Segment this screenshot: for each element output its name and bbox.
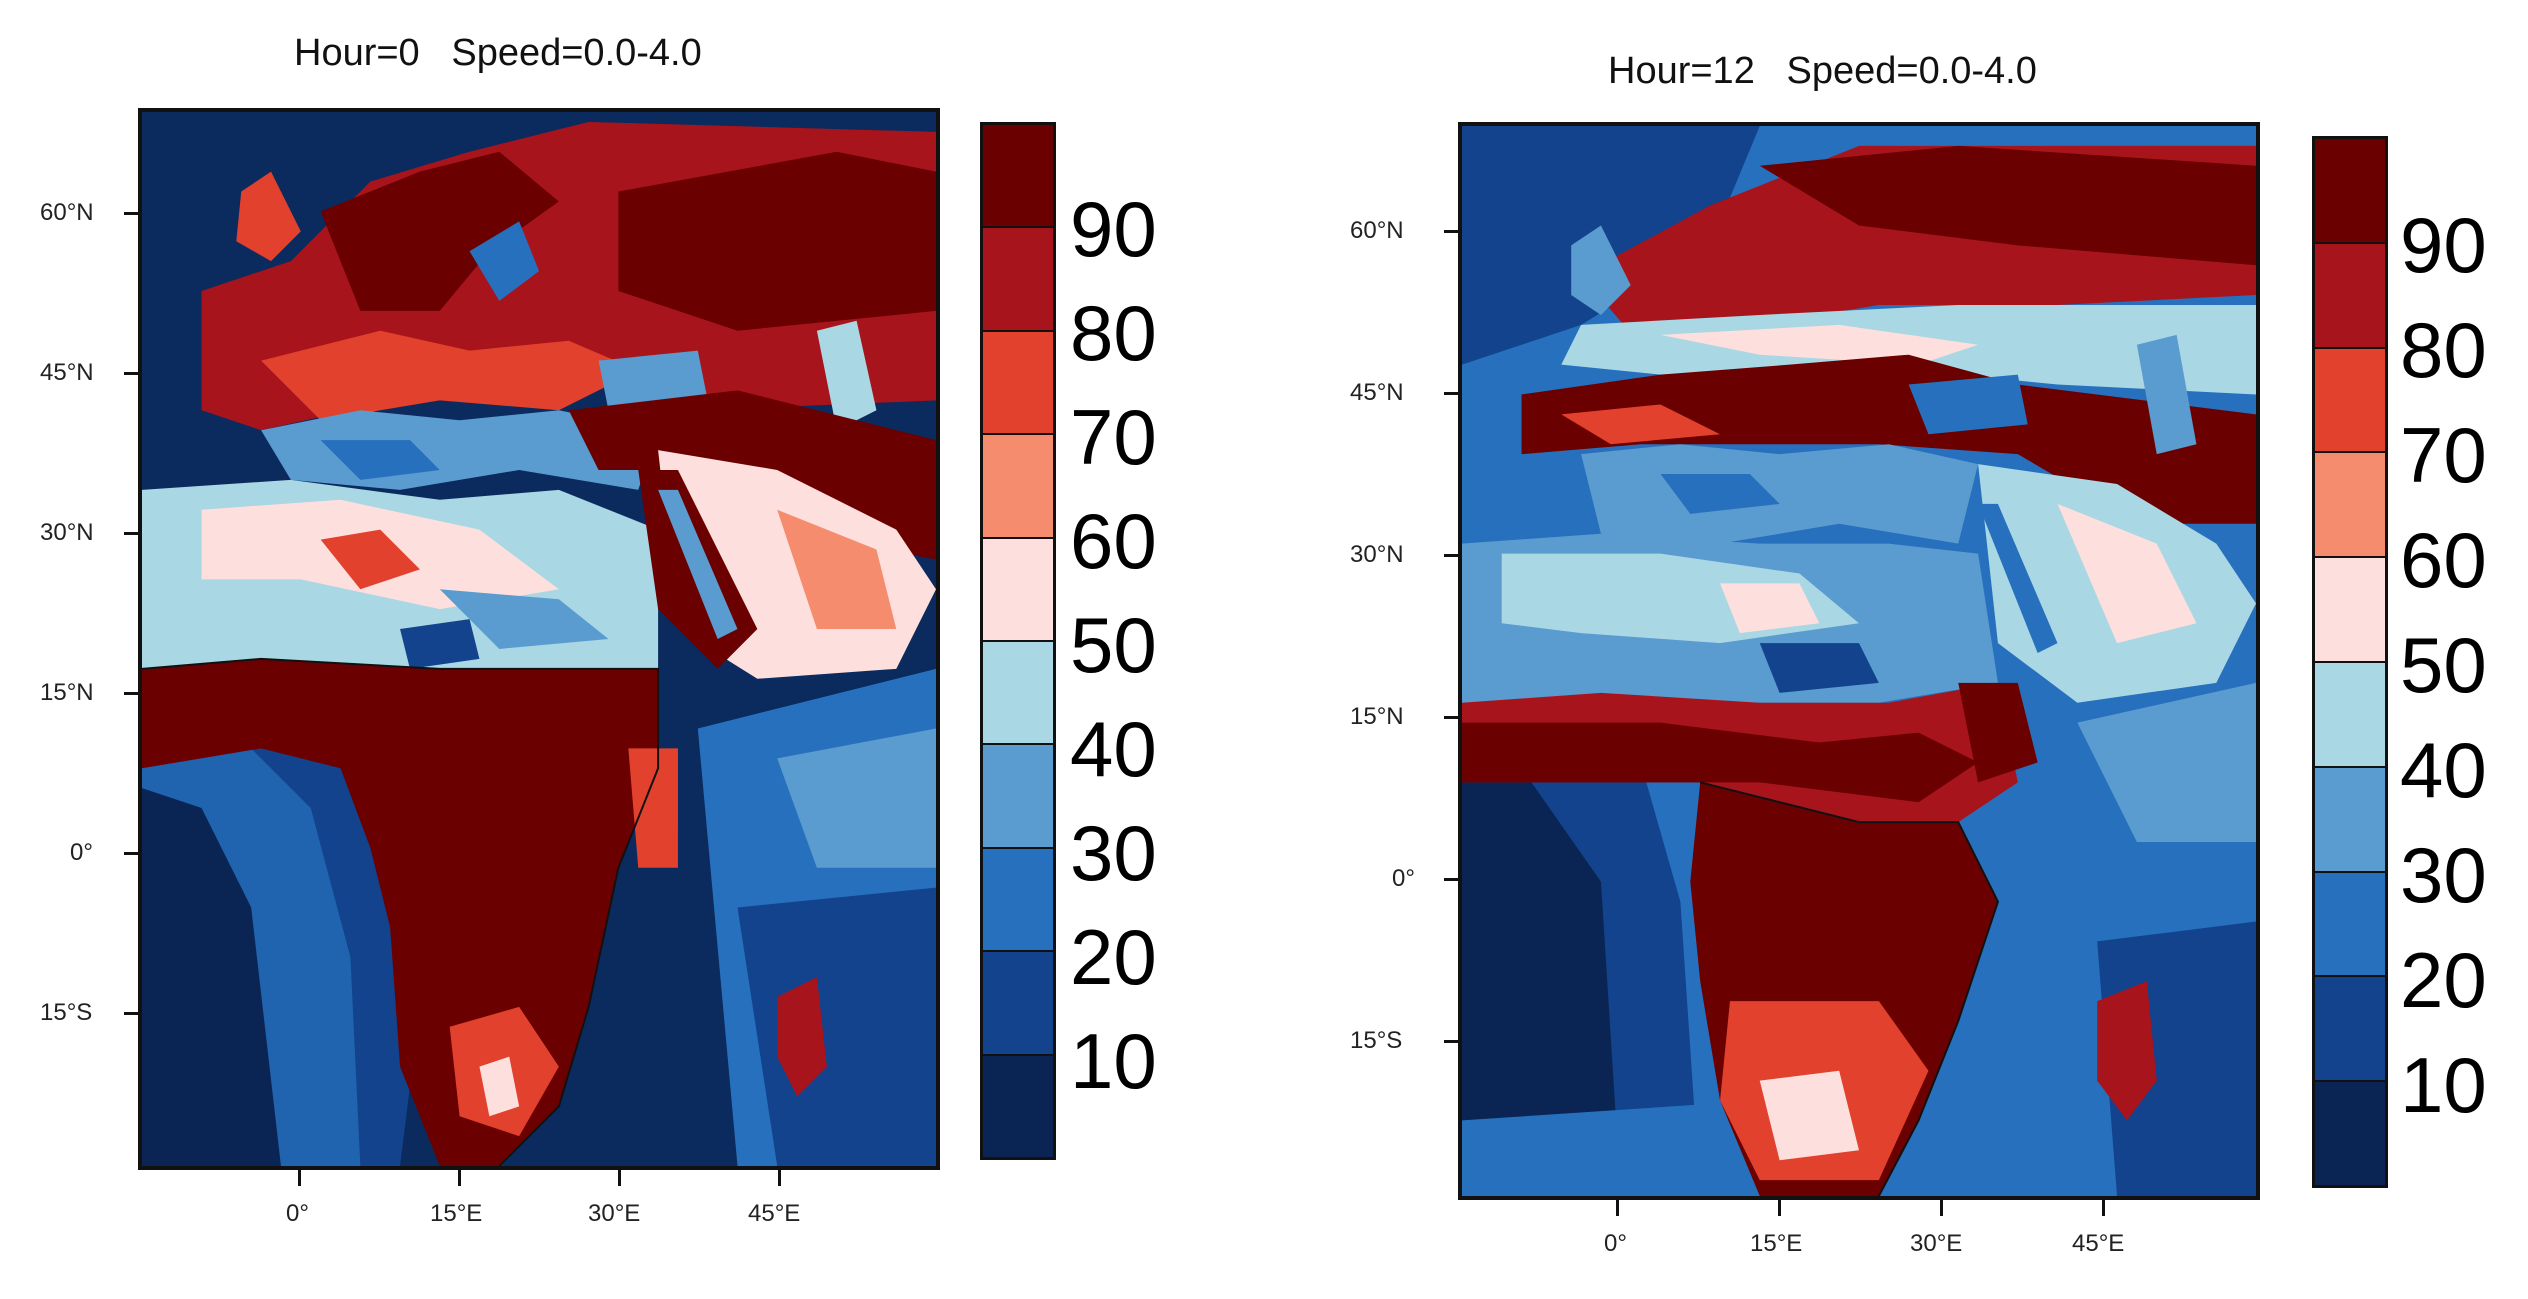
colorbar-label: 80: [2400, 306, 2487, 394]
panel-title: Hour=0 Speed=0.0-4.0: [294, 32, 702, 74]
lon-tick: [618, 1170, 621, 1186]
map-contour-image: [1462, 126, 2256, 1196]
lat-label: 15°N: [1350, 703, 1404, 730]
lat-label: 45°N: [1350, 379, 1404, 406]
lon-label: 30°E: [1910, 1230, 1963, 1257]
colorbar-label: 40: [2400, 726, 2487, 814]
colorbar-segment: [983, 950, 1053, 1054]
lon-label: 30°E: [588, 1200, 641, 1227]
lon-label: 15°E: [1750, 1230, 1803, 1257]
colorbar-segment: [2315, 1080, 2385, 1185]
colorbar-label: 90: [1070, 185, 1157, 273]
lat-label: 0°: [1392, 865, 1415, 892]
lat-label: 15°S: [40, 999, 93, 1026]
colorbar-segment: [2315, 451, 2385, 557]
colorbar-label: 40: [1070, 705, 1157, 793]
lat-label: 30°N: [1350, 541, 1404, 568]
colorbar: [2312, 136, 2388, 1188]
lat-label: 45°N: [40, 359, 94, 386]
colorbar-segment: [2315, 765, 2385, 871]
colorbar-label: 50: [2400, 621, 2487, 709]
lon-tick: [778, 1170, 781, 1186]
lon-tick: [1778, 1200, 1781, 1216]
colorbar-segment: [2315, 139, 2385, 242]
lat-tick: [124, 852, 140, 855]
lat-label: 60°N: [1350, 217, 1404, 244]
colorbar-segment: [983, 743, 1053, 847]
lon-tick: [298, 1170, 301, 1186]
colorbar-segment: [983, 640, 1053, 744]
lat-label: 30°N: [40, 519, 94, 546]
lat-tick: [124, 212, 140, 215]
lon-tick: [1616, 1200, 1619, 1216]
colorbar-segment: [983, 536, 1053, 641]
lon-tick: [2102, 1200, 2105, 1216]
panel-hour-0: Hour=0 Speed=0.0-4.0: [40, 32, 1157, 1227]
colorbar-label: 30: [1070, 809, 1157, 897]
colorbar-label: 10: [2400, 1041, 2487, 1129]
colorbar-label: 80: [1070, 289, 1157, 377]
colorbar-segment: [2315, 870, 2385, 976]
colorbar-segment: [983, 226, 1053, 330]
lat-label: 15°S: [1350, 1027, 1403, 1054]
lat-tick: [124, 532, 140, 535]
colorbar-label: 50: [1070, 601, 1157, 689]
colorbar: [980, 122, 1056, 1160]
colorbar-segment: [983, 846, 1053, 951]
panel-title: Hour=12 Speed=0.0-4.0: [1608, 50, 2037, 92]
lat-tick: [124, 372, 140, 375]
colorbar-label: 90: [2400, 201, 2487, 289]
colorbar-label: 20: [2400, 936, 2487, 1024]
colorbar-label: 60: [1070, 497, 1157, 585]
colorbar-segment: [2315, 241, 2385, 347]
lat-label: 15°N: [40, 679, 94, 706]
lat-tick: [1444, 878, 1460, 881]
lon-label: 0°: [1604, 1230, 1627, 1257]
colorbar-segment: [983, 433, 1053, 537]
lat-tick: [1444, 1040, 1460, 1043]
colorbar-segment: [983, 125, 1053, 227]
colorbar-label: 10: [1070, 1017, 1157, 1105]
colorbar-label: 60: [2400, 516, 2487, 604]
colorbar-segment: [2315, 975, 2385, 1081]
lat-label: 60°N: [40, 199, 94, 226]
colorbar-segment: [983, 329, 1053, 434]
colorbar-segment: [2315, 660, 2385, 766]
colorbar-label: 30: [2400, 831, 2487, 919]
lat-tick: [1444, 716, 1460, 719]
lat-tick: [124, 692, 140, 695]
colorbar-segment: [2315, 346, 2385, 452]
lon-label: 45°E: [2072, 1230, 2125, 1257]
lon-tick: [1940, 1200, 1943, 1216]
lon-tick: [458, 1170, 461, 1186]
map-plot: [1458, 122, 2260, 1200]
colorbar-label: 70: [1070, 393, 1157, 481]
panel-hour-12: Hour=12 Speed=0.0-4.0: [1264, 0, 2528, 1299]
colorbar-label: 20: [1070, 913, 1157, 1001]
colorbar-segment: [2315, 556, 2385, 661]
map-plot: [138, 108, 940, 1170]
lat-tick: [1444, 392, 1460, 395]
lat-tick: [1444, 554, 1460, 557]
colorbar-segment: [983, 1053, 1053, 1158]
lat-tick: [124, 1012, 140, 1015]
lon-label: 45°E: [748, 1200, 801, 1227]
map-contour-image: [142, 112, 936, 1166]
colorbar-label: 70: [2400, 411, 2487, 499]
lat-label: 0°: [70, 839, 93, 866]
lat-tick: [1444, 230, 1460, 233]
lon-label: 0°: [286, 1200, 309, 1227]
lon-label: 15°E: [430, 1200, 483, 1227]
